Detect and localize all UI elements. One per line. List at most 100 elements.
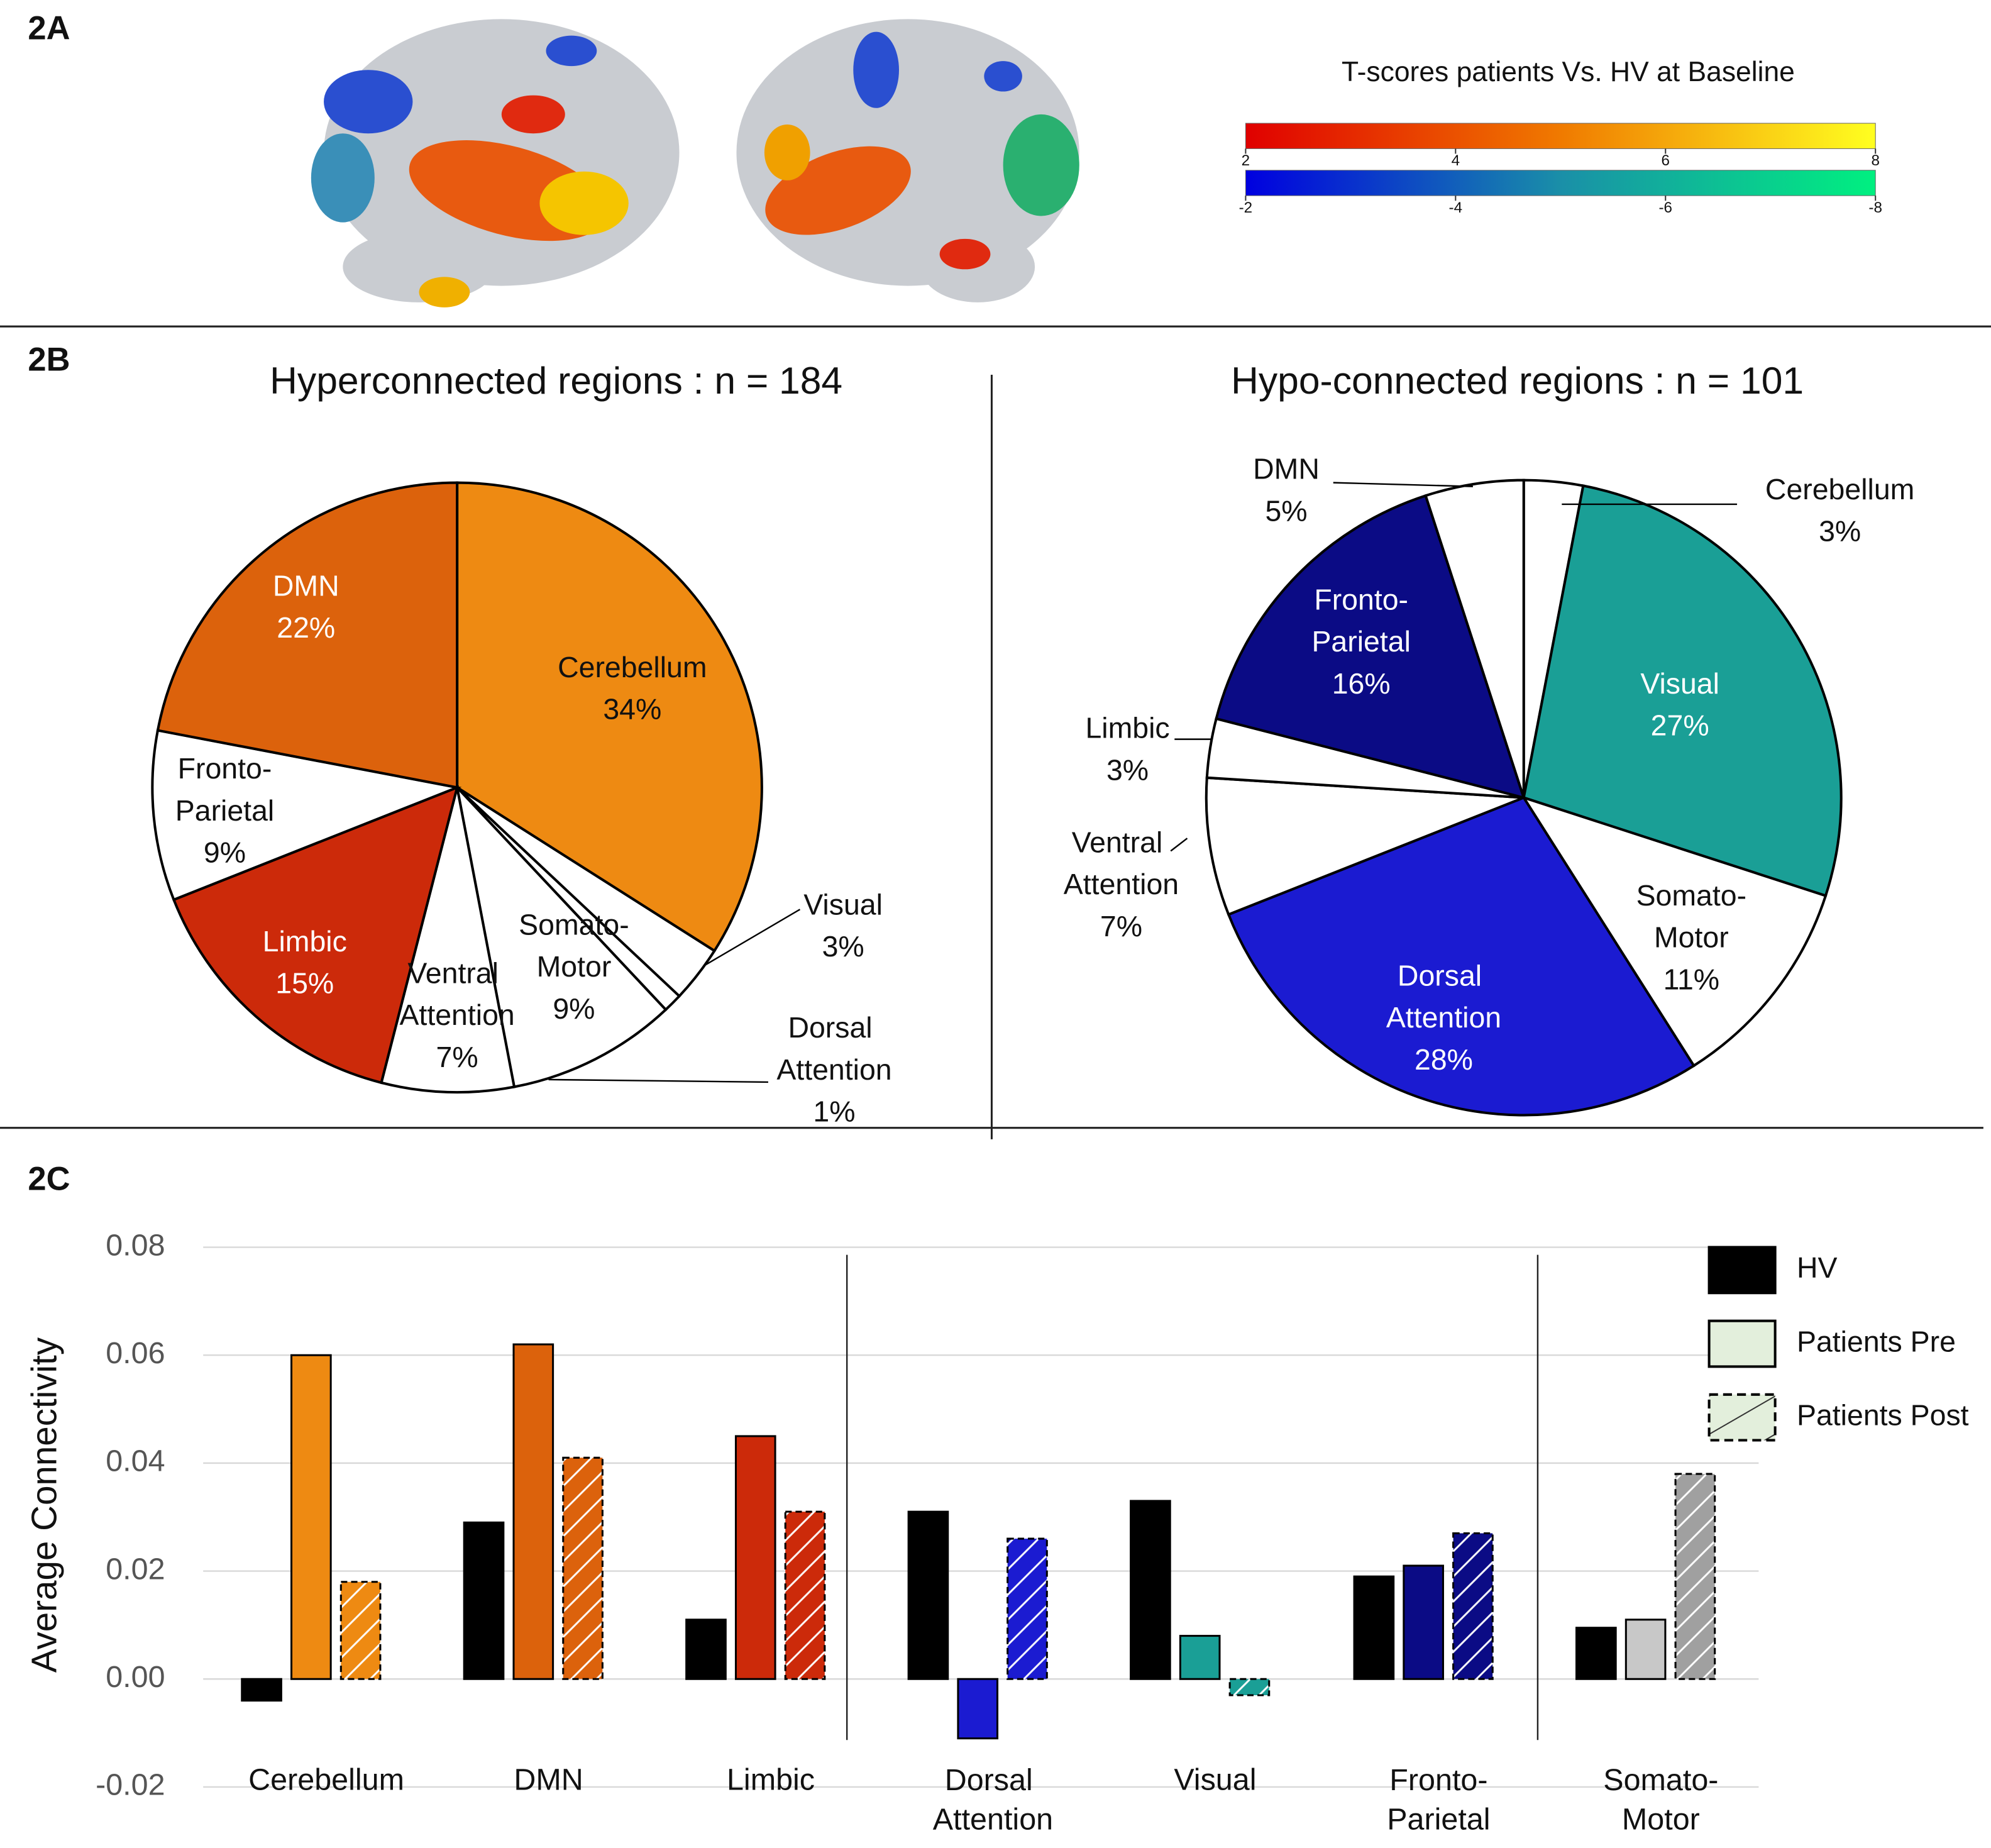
x-tick-label: Limbic [727,1763,815,1797]
slice-value-label: 7% [1100,910,1142,943]
slice-label: Cerebellum [1765,473,1914,506]
legend-label: Patients Post [1797,1398,1969,1431]
slice-value-label: 3% [1819,515,1861,548]
colorbar-tick-label: -8 [1868,199,1882,216]
pie-slice [455,783,668,1088]
colorbar [1245,170,1876,196]
bar [512,1343,554,1680]
panel-label: 2A [28,9,70,47]
bar [784,1510,826,1680]
y-tick-label: 0.08 [106,1228,165,1262]
legend-swatch [1707,1246,1777,1295]
x-tick-label: Somato-Motor [1603,1763,1718,1837]
bar [562,1456,604,1680]
bar [734,1435,776,1680]
slice-value-label: 28% [1415,1043,1473,1076]
bar [290,1354,332,1680]
pie-slice [1424,479,1525,799]
bar [957,1678,999,1740]
pie-slice [1521,795,1828,1068]
slice-value-label: 5% [1265,494,1307,527]
bar [1179,1635,1221,1680]
panel-label: 2B [28,341,70,379]
bar [1353,1575,1395,1680]
slice-label: Ventral Attention [1064,826,1179,901]
bar [1575,1627,1617,1680]
y-tick-label: 0.00 [106,1660,165,1694]
slice-value-label: 15% [275,967,334,1000]
bar [339,1581,382,1680]
slice-value-label: 27% [1651,709,1709,742]
bar [1452,1532,1494,1680]
legend-label: Patients Pre [1797,1325,1956,1358]
pie-title: Hypo-connected regions : n = 101 [1231,359,1804,402]
pie-slice [456,481,763,953]
slice-label: Dorsal Attention [1386,960,1501,1034]
slice-value-label: 9% [553,992,595,1025]
slice-value-label: 22% [277,611,335,644]
pie-slice [1205,776,1525,917]
leader-line [1333,482,1473,487]
colorbar [1245,123,1876,149]
slice-value-label: 7% [436,1041,478,1073]
colorbar-tick-label: -6 [1658,199,1672,216]
slice-label: Cerebellum [558,651,707,683]
x-tick-label: Dorsal Attention [933,1763,1053,1837]
y-tick-label: 0.02 [106,1552,165,1586]
legend-swatch [1707,1393,1777,1442]
slice-label: Somato-Motor [519,909,629,983]
colorbar-tick-label: 2 [1242,152,1250,169]
bar [241,1678,282,1702]
bar [1674,1473,1716,1680]
pie-slice [1522,484,1843,898]
leader-line [704,909,801,966]
slice-value-label: 34% [603,692,661,725]
slice-label: Dorsal Attention [776,1011,891,1086]
bar [1228,1678,1271,1696]
bar [1403,1564,1444,1680]
slice-label: DMN [273,570,339,602]
pie-slice [172,785,460,1085]
bar [1624,1618,1667,1680]
bar [463,1521,505,1680]
bar [1007,1537,1048,1680]
slice-value-label: 3% [822,930,864,963]
slice-label: Fronto-Parietal [1311,584,1410,658]
slice-value-label: 3% [1106,753,1149,786]
y-tick-label: 0.04 [106,1444,165,1478]
bar [1130,1500,1171,1680]
slice-label: Limbic [1085,712,1169,744]
pie-slice [380,787,516,1094]
y-tick-label: -0.02 [96,1768,165,1802]
x-tick-label: Cerebellum [248,1763,404,1797]
leader-line [548,1078,768,1083]
slice-value-label: 9% [204,836,246,869]
colorbar-tick-label: -2 [1239,199,1253,216]
colorbar-title: T-scores patients Vs. HV at Baseline [1342,57,1795,87]
panel-label: 2C [28,1160,70,1197]
y-tick-label: 0.06 [106,1336,165,1370]
slice-label: Somato-Motor [1636,879,1747,954]
slice-label: Fronto-Parietal [175,752,274,827]
brain-left [311,19,680,307]
slice-label: Ventral Attention [399,957,514,1032]
colorbar-tick-label: 8 [1871,152,1879,169]
colorbar-tick-label: -4 [1449,199,1463,216]
pie-slice [151,729,462,902]
x-tick-label: Fronto-Parietal [1387,1763,1490,1837]
bar [907,1510,949,1680]
pie-slice [1215,494,1526,800]
bar [685,1618,727,1680]
slice-value-label: 1% [813,1095,855,1128]
leader-line [1170,838,1188,852]
brain-right [736,19,1079,302]
pie-title: Hyperconnected regions : n = 184 [270,359,842,402]
x-tick-label: DMN [514,1763,583,1797]
colorbar-tick-label: 6 [1662,152,1670,169]
slice-label: Visual [1640,667,1719,700]
x-tick-label: Visual [1174,1763,1256,1797]
y-axis-label: Average Connectivity [25,1337,64,1673]
slice-value-label: 16% [1332,667,1391,700]
pie-slice [1227,796,1696,1117]
